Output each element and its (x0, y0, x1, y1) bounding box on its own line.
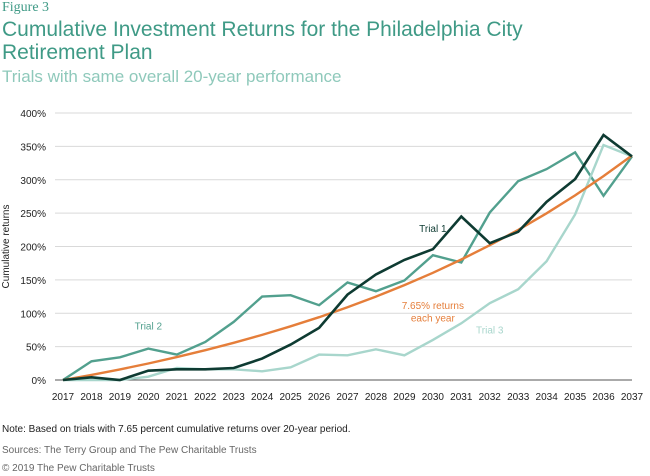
x-tick-label: 2023 (223, 392, 246, 403)
x-tick-label: 2035 (564, 392, 587, 403)
x-tick-label: 2027 (336, 392, 359, 403)
x-tick-label: 2033 (507, 392, 530, 403)
y-tick-label: 200% (20, 243, 46, 254)
x-tick-label: 2029 (393, 392, 416, 403)
series-annotation: 7.65% returns (402, 301, 464, 312)
x-tick-label: 2034 (536, 392, 559, 403)
copyright: © 2019 The Pew Charitable Trusts (2, 463, 155, 474)
y-tick-label: 0% (32, 376, 47, 387)
y-tick-label: 350% (20, 142, 46, 153)
series-annotation: Trial 3 (476, 325, 504, 336)
x-tick-label: 2036 (592, 392, 615, 403)
x-tick-label: 2024 (251, 392, 274, 403)
figure-label: Figure 3 (2, 0, 50, 15)
x-tick-label: 2031 (450, 392, 473, 403)
x-tick-label: 2030 (422, 392, 445, 403)
y-tick-label: 100% (20, 309, 46, 320)
y-tick-label: 50% (26, 343, 46, 354)
y-tick-label: 400% (20, 109, 46, 120)
series-annotation: Trial 1 (419, 224, 447, 235)
x-tick-label: 2037 (621, 392, 644, 403)
x-tick-label: 2026 (308, 392, 331, 403)
chart-subtitle: Trials with same overall 20-year perform… (2, 67, 342, 86)
x-tick-label: 2017 (52, 392, 75, 403)
series-line-trial-1 (62, 133, 633, 382)
x-tick-label: 2018 (80, 392, 103, 403)
chart-title: Cumulative Investment Returns for the Ph… (2, 18, 523, 64)
y-tick-label: 300% (20, 176, 46, 187)
y-tick-label: 150% (20, 276, 46, 287)
x-tick-label: 2020 (137, 392, 160, 403)
chart-sources: Sources: The Terry Group and The Pew Cha… (2, 445, 257, 456)
x-tick-label: 2032 (479, 392, 502, 403)
y-axis-label: Cumulative returns (1, 205, 12, 289)
series-annotation: each year (411, 313, 456, 324)
x-tick-label: 2022 (194, 392, 217, 403)
x-tick-label: 2019 (109, 392, 132, 403)
x-tick-label: 2021 (166, 392, 189, 403)
chart-note: Note: Based on trials with 7.65 percent … (2, 424, 351, 435)
line-chart: 0% 50% 100% 150% 200% 250% 300% 350% 400% 2017 201… (1, 109, 644, 403)
x-tick-label: 2025 (279, 392, 302, 403)
series-line-trial-2 (62, 150, 633, 382)
y-tick-label: 250% (20, 209, 46, 220)
series-line-trial-3 (63, 143, 633, 382)
series-annotation: Trial 2 (135, 321, 163, 332)
x-tick-label: 2028 (365, 392, 388, 403)
series-line-7-65-returns-each-year (62, 154, 633, 382)
